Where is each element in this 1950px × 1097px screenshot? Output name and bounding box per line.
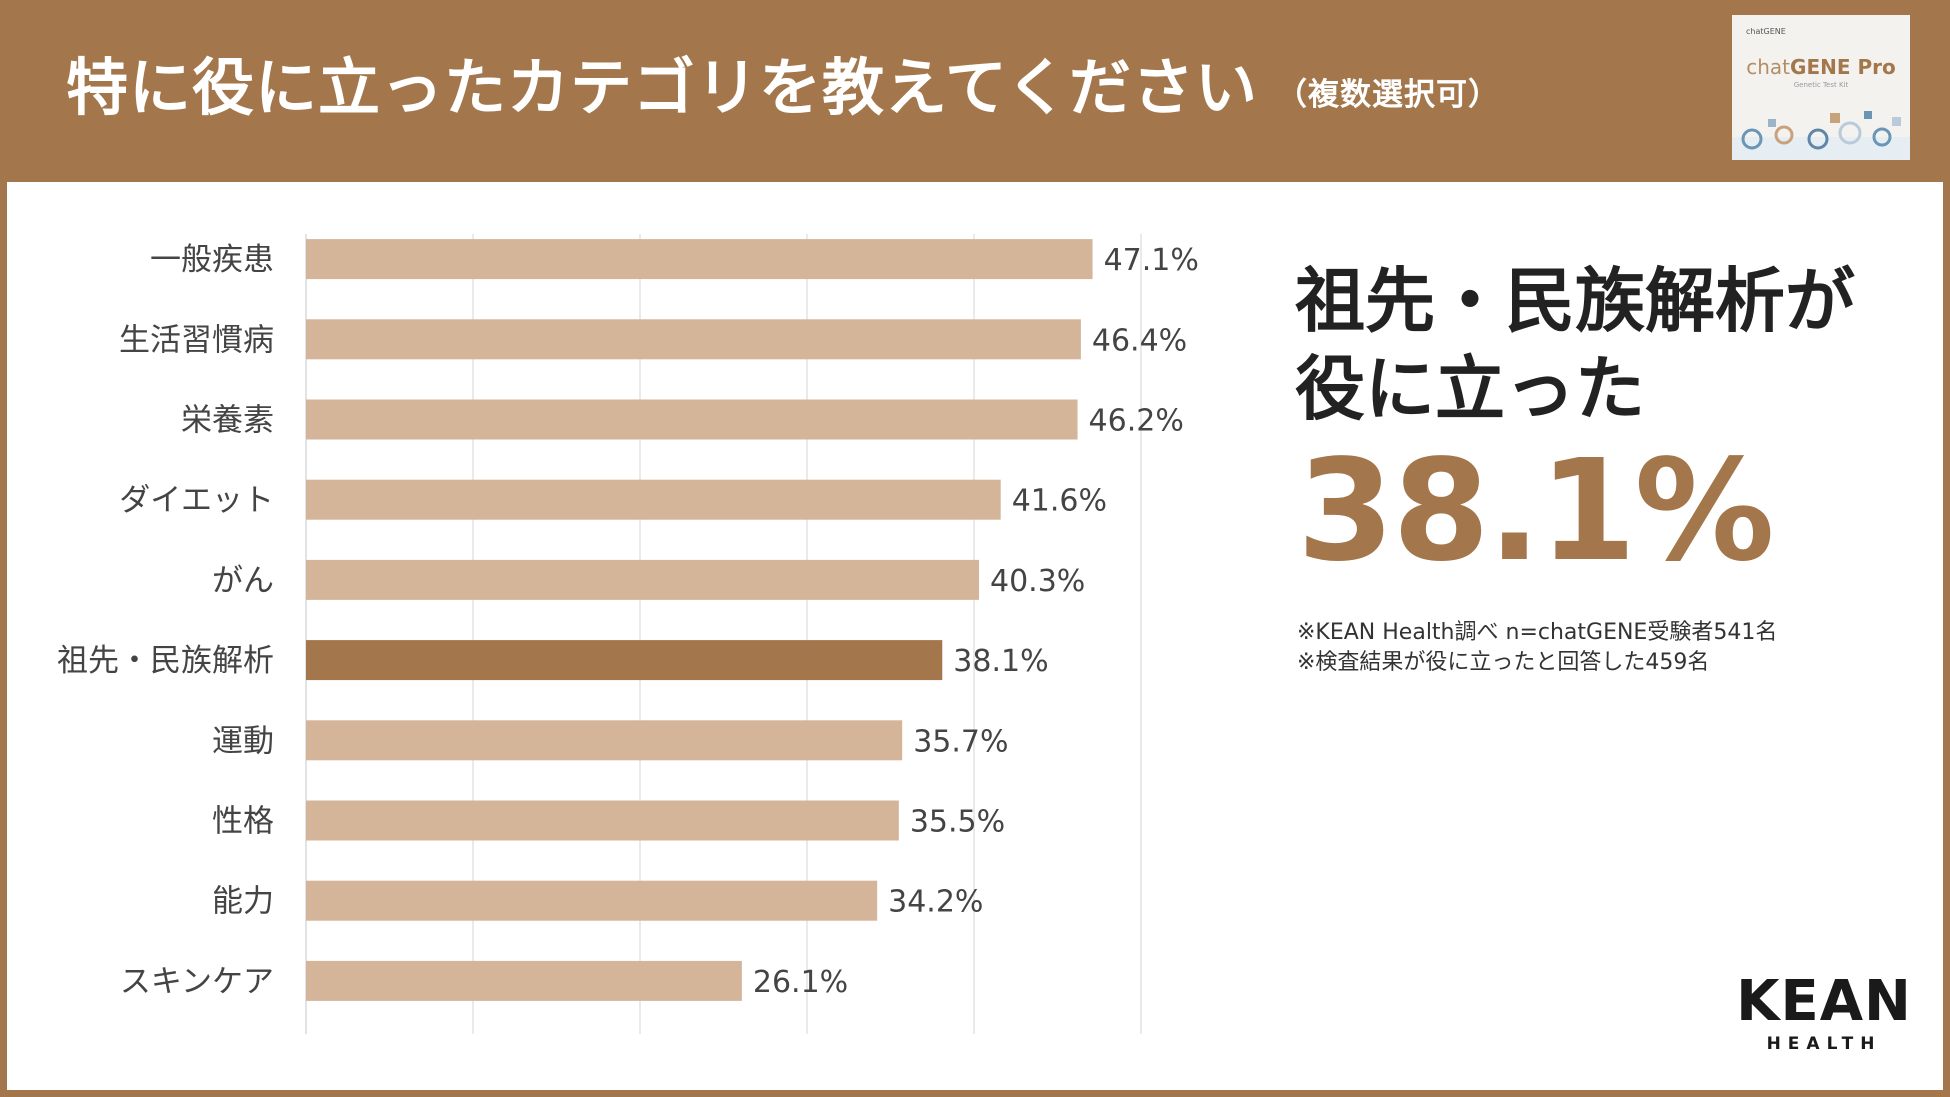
bar — [306, 880, 878, 921]
page-title-text: 特に役に立ったカテゴリを教えてください — [66, 51, 1259, 124]
bar — [306, 319, 1081, 360]
bar — [306, 800, 899, 841]
category-label: 祖先・民族解析 — [57, 643, 274, 679]
bar — [306, 559, 980, 600]
survey-note: ※KEAN Health調べ n=chatGENE受験者541名 — [1297, 620, 1778, 645]
value-label: 46.2% — [1089, 404, 1184, 439]
category-label: 生活習慣病 — [119, 322, 274, 358]
highlight-heading: 祖先・民族解析が 役に立った — [1295, 257, 1915, 433]
bar-chart: 一般疾患 47.1% 生活習慣病 46.4% 栄養素 46.2% ダイエット 41.6% がん 4… — [57, 234, 1199, 1034]
dna-pattern-illustration — [1732, 111, 1910, 160]
value-label: 40.3% — [990, 564, 1085, 599]
category-label: 栄養素 — [181, 403, 274, 439]
bar — [306, 960, 742, 1001]
highlight-heading-line1: 祖先・民族解析が — [1295, 260, 1855, 342]
page-subtitle: （複数選択可） — [1276, 77, 1501, 113]
survey-note: ※検査結果が役に立ったと回答した459名 — [1297, 650, 1710, 675]
value-label: 41.6% — [1012, 484, 1107, 519]
header-bar: 特に役に立ったカテゴリを教えてください （複数選択可） chatGENE chat… — [0, 0, 1950, 182]
bar — [306, 399, 1078, 440]
kean-health-logo: KEAN HEALTH — [1729, 969, 1919, 1055]
value-label: 38.1% — [953, 644, 1048, 679]
product-name-bold: GENE Pro — [1790, 55, 1896, 79]
category-label: がん — [212, 563, 274, 599]
product-small-brand: chatGENE — [1746, 27, 1786, 36]
category-label: 能力 — [212, 884, 274, 920]
category-label: 運動 — [212, 723, 274, 759]
product-name-light: chat — [1746, 55, 1791, 79]
category-label: ダイエット — [119, 483, 274, 519]
survey-notes: ※KEAN Health調べ n=chatGENE受験者541名 ※検査結果が役… — [1297, 618, 1777, 678]
value-label: 35.7% — [913, 724, 1008, 759]
logo-main-text: KEAN — [1736, 969, 1912, 1034]
value-label: 26.1% — [753, 965, 848, 1000]
value-label: 47.1% — [1104, 243, 1199, 278]
category-label: スキンケア — [120, 964, 274, 1000]
bar — [306, 479, 1001, 520]
bar — [306, 720, 903, 761]
page-title: 特に役に立ったカテゴリを教えてください （複数選択可） — [66, 48, 1500, 135]
category-label: 一般疾患 — [150, 242, 274, 278]
value-label: 34.2% — [888, 885, 983, 920]
product-thumbnail: chatGENE chatGENE Pro Genetic Test Kit — [1732, 15, 1910, 160]
category-label: 性格 — [212, 804, 274, 840]
product-name: chatGENE Pro — [1732, 55, 1910, 79]
value-label: 46.4% — [1092, 323, 1187, 358]
value-label: 35.5% — [910, 805, 1005, 840]
bar — [306, 239, 1093, 280]
chart-bars: 一般疾患 47.1% 生活習慣病 46.4% 栄養素 46.2% ダイエット 41.6% がん 4… — [57, 239, 1199, 1001]
highlight-heading-line2: 役に立った — [1295, 348, 1645, 430]
content-panel: 一般疾患 47.1% 生活習慣病 46.4% 栄養素 46.2% ダイエット 41.6% がん 4… — [7, 182, 1943, 1090]
bar-highlight — [306, 640, 943, 681]
logo-sub-text: HEALTH — [1766, 1034, 1882, 1054]
product-kit-label: Genetic Test Kit — [1793, 81, 1849, 89]
highlight-value: 38.1% — [1297, 430, 1775, 593]
